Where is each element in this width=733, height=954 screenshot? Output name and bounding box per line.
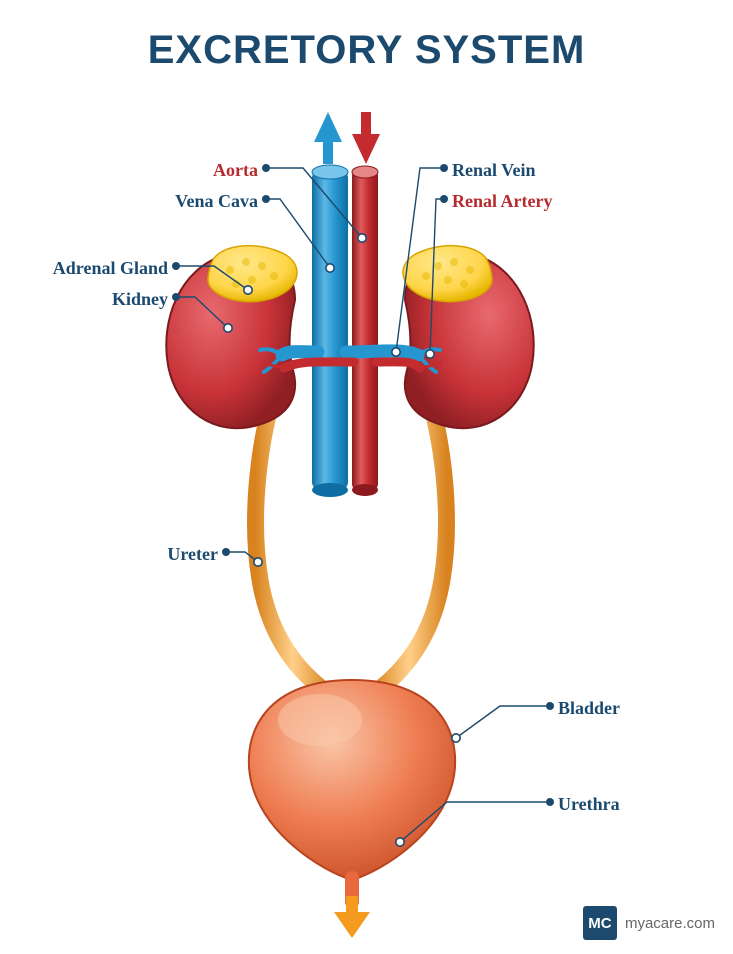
aorta <box>352 170 378 490</box>
flow-arrow-up <box>314 112 342 164</box>
logo-icon: MC <box>583 906 617 940</box>
label-adrenal: Adrenal Gland <box>53 258 168 279</box>
label-bladder: Bladder <box>558 698 620 719</box>
footer-site: myacare.com <box>625 915 715 932</box>
label-urethra: Urethra <box>558 794 620 815</box>
renal-artery-right <box>376 362 420 368</box>
label-renal_artery: Renal Artery <box>452 191 552 212</box>
label-renal_vein: Renal Vein <box>452 160 536 181</box>
label-vena_cava: Vena Cava <box>175 191 258 212</box>
label-aorta: Aorta <box>213 160 258 181</box>
label-ureter: Ureter <box>167 544 218 565</box>
urethra-arrow <box>334 896 370 938</box>
adrenal-left <box>208 246 297 302</box>
label-kidney: Kidney <box>112 289 168 310</box>
diagram-page: EXCRETORY SYSTEM <box>0 0 733 954</box>
adrenal-right <box>403 246 492 302</box>
renal-vein-left <box>282 352 318 355</box>
footer: MC myacare.com <box>583 906 715 940</box>
anatomy-svg <box>0 0 733 954</box>
ureter-right <box>372 400 446 695</box>
flow-arrow-down <box>352 112 380 164</box>
renal-vein-right <box>346 351 418 355</box>
vena-cava <box>312 170 348 490</box>
